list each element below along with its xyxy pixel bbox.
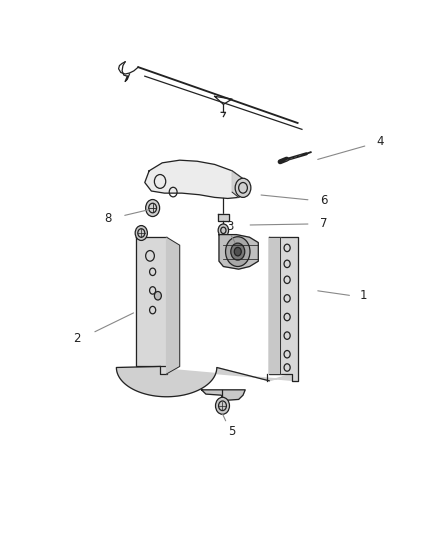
Polygon shape <box>232 171 247 197</box>
Polygon shape <box>201 390 245 400</box>
Circle shape <box>234 247 241 256</box>
Circle shape <box>226 237 250 266</box>
Text: 7: 7 <box>320 217 328 230</box>
Polygon shape <box>145 160 247 198</box>
Text: 2: 2 <box>73 332 81 345</box>
Polygon shape <box>136 237 166 374</box>
Circle shape <box>235 178 251 197</box>
Text: 1: 1 <box>359 289 367 302</box>
Polygon shape <box>219 235 258 269</box>
Text: 8: 8 <box>104 212 111 225</box>
Polygon shape <box>269 237 297 381</box>
Text: 6: 6 <box>320 193 328 207</box>
Text: 3: 3 <box>226 220 233 233</box>
Polygon shape <box>269 237 280 374</box>
Polygon shape <box>166 237 180 374</box>
Circle shape <box>146 199 159 216</box>
Circle shape <box>231 243 245 260</box>
Text: 4: 4 <box>377 135 384 148</box>
Circle shape <box>218 224 229 237</box>
Circle shape <box>154 292 161 300</box>
Polygon shape <box>117 367 297 397</box>
Circle shape <box>135 225 148 240</box>
Circle shape <box>215 397 230 414</box>
Polygon shape <box>218 214 229 221</box>
Text: 5: 5 <box>228 425 236 438</box>
